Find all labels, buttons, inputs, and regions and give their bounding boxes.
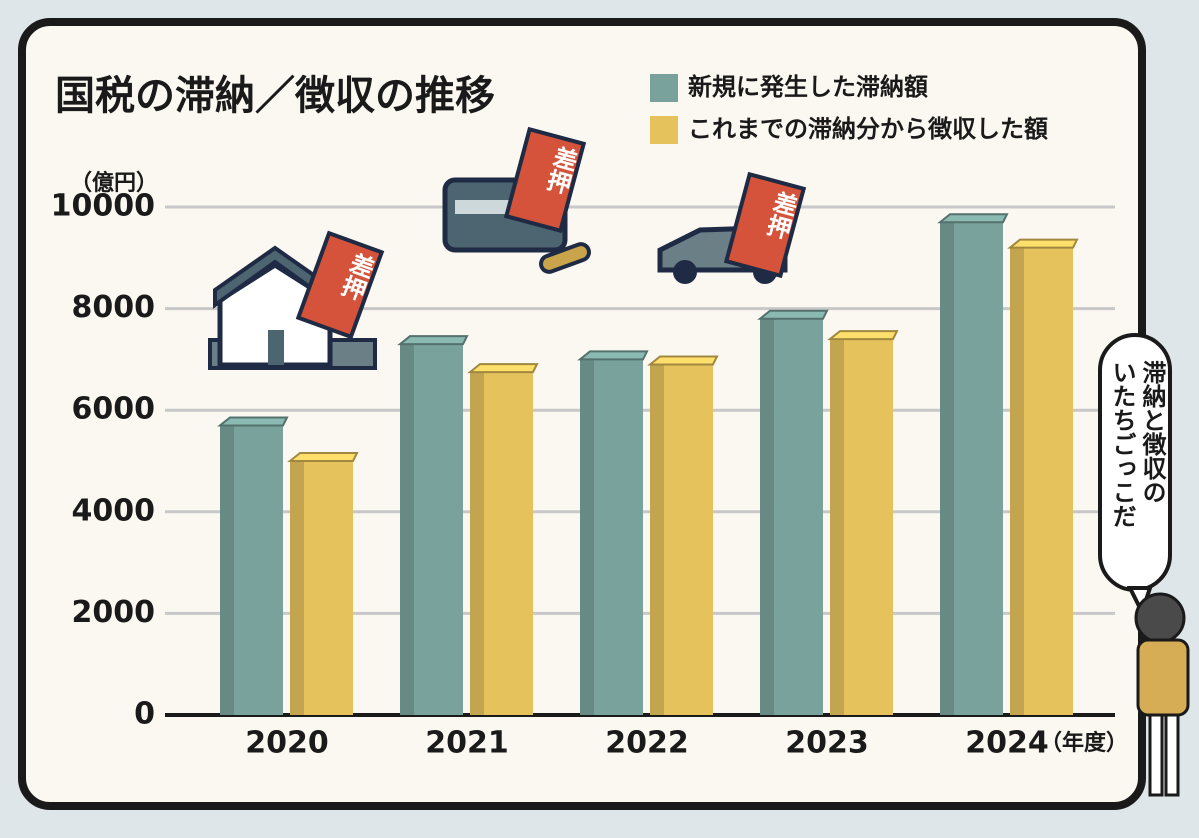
seizure-tag: 差押: [503, 126, 587, 234]
bar-top: [757, 309, 829, 320]
x-tick-label: 2020: [245, 726, 329, 761]
bar-shade: [830, 339, 844, 715]
x-tick-label: 2024: [965, 726, 1049, 761]
bar-shade: [940, 222, 954, 716]
tag-body: [503, 126, 587, 234]
bar-shade: [760, 318, 774, 715]
y-tick-label: 0: [134, 697, 155, 732]
bar-shade: [650, 364, 664, 715]
y-tick-label: 4000: [72, 493, 156, 528]
y-tick-label: 10000: [51, 189, 155, 224]
chart-title: 国税の滞納／徴収の推移: [55, 73, 495, 119]
legend-label: これまでの滞納分から徴収した額: [688, 115, 1048, 143]
x-tick-label: 2022: [605, 726, 689, 761]
x-tick-label: 2021: [425, 726, 509, 761]
bar-top: [1007, 238, 1079, 249]
bar-top: [577, 350, 649, 361]
bar-top: [937, 213, 1009, 224]
tag-body: [295, 230, 385, 340]
x-tick-label: 2023: [785, 726, 869, 761]
bar-shade: [400, 344, 414, 715]
bubble-text: 滞納と徴収の: [1138, 360, 1167, 504]
tag-body: [723, 171, 807, 279]
house-icon: [208, 245, 377, 370]
bar-shade: [290, 461, 304, 715]
y-tick-label: 2000: [72, 595, 156, 630]
seizure-tag: 差押: [723, 171, 807, 279]
bar-shade: [580, 359, 594, 715]
bar-top: [827, 330, 899, 341]
person: [1134, 592, 1190, 797]
bar-top: [397, 335, 469, 346]
legend-swatch: [650, 74, 678, 102]
legend-label: 新規に発生した滞納額: [688, 73, 928, 101]
bar-top: [287, 452, 359, 462]
y-tick-label: 6000: [72, 392, 156, 427]
bubble-text: いたちごっこだ: [1108, 360, 1136, 528]
y-unit: （億円）: [70, 170, 158, 196]
bar-shade: [470, 372, 484, 715]
bar-shade: [220, 425, 234, 715]
bar-shade: [1010, 247, 1024, 715]
bar-top: [647, 355, 719, 366]
x-unit: （年度）: [1040, 730, 1128, 756]
legend-swatch: [650, 116, 678, 144]
bar-top: [467, 363, 539, 374]
bar-top: [217, 416, 289, 427]
y-tick-label: 8000: [72, 290, 156, 325]
